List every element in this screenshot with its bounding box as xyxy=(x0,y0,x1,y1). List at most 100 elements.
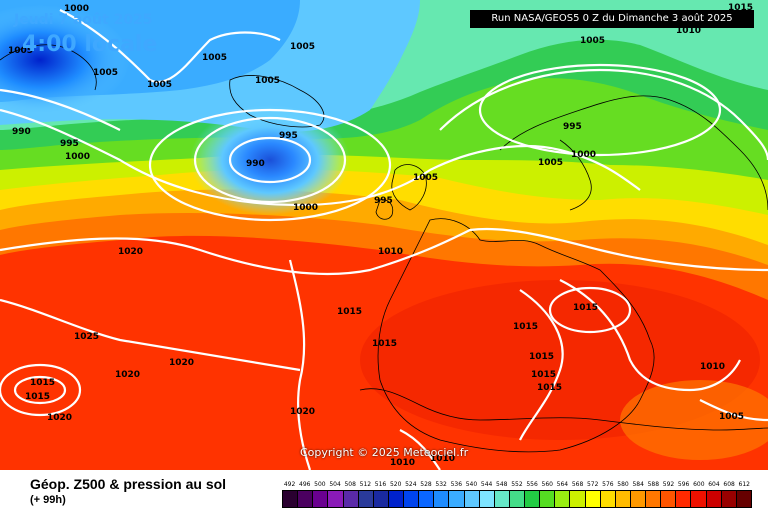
isobar-label: 1015 xyxy=(728,3,753,13)
isobar-label: 995 xyxy=(60,139,79,149)
legend-value: 560 xyxy=(541,481,553,488)
legend-value: 596 xyxy=(677,481,690,488)
legend-swatch xyxy=(706,491,722,507)
isobar-label: 1020 xyxy=(169,358,194,368)
legend-value: 552 xyxy=(511,481,523,488)
legend-swatch xyxy=(434,491,450,507)
legend-swatch xyxy=(509,491,525,507)
legend-value: 544 xyxy=(480,481,493,488)
legend-swatch xyxy=(358,491,374,507)
isobar-label: 1015 xyxy=(372,339,397,349)
isobar-label: 1010 xyxy=(676,26,701,36)
isobar-label: 1015 xyxy=(573,303,598,313)
legend-value: 608 xyxy=(723,481,735,488)
legend-value: 592 xyxy=(662,481,675,488)
legend-value: 536 xyxy=(450,481,463,488)
isobar-label: 1020 xyxy=(118,247,143,257)
legend-value: 520 xyxy=(389,481,402,488)
legend-value: 584 xyxy=(632,481,644,488)
legend-swatch xyxy=(479,491,495,507)
isobar-label: 1020 xyxy=(115,370,140,380)
legend-swatch xyxy=(404,491,420,507)
legend-value: 572 xyxy=(586,481,599,488)
isobar-label: 1005 xyxy=(413,173,438,183)
isobar-label: 1010 xyxy=(700,362,725,372)
legend-value: 508 xyxy=(344,481,356,488)
legend-value: 504 xyxy=(329,481,341,488)
isobars xyxy=(0,9,768,470)
legend-swatch xyxy=(419,491,435,507)
isobar-label: 1015 xyxy=(513,322,538,332)
isobar-label: 1005 xyxy=(580,36,605,46)
isobar-label: 1010 xyxy=(430,454,455,464)
forecast-time: 4:00 locale xyxy=(22,32,158,57)
isobar-label: 1005 xyxy=(538,158,563,168)
legend-swatch xyxy=(525,491,541,507)
legend-swatch xyxy=(570,491,586,507)
isobar-label: 1015 xyxy=(337,307,362,317)
legend-swatches xyxy=(282,490,752,508)
legend-swatch xyxy=(373,491,389,507)
legend-value: 600 xyxy=(693,481,705,488)
legend-swatch xyxy=(661,491,677,507)
legend-swatch xyxy=(313,491,329,507)
legend-value: 532 xyxy=(435,481,447,488)
legend-value: 588 xyxy=(647,481,660,488)
legend-value: 500 xyxy=(314,481,326,488)
isobar-label: 995 xyxy=(279,131,298,141)
legend-swatch xyxy=(555,491,571,507)
legend-value: 540 xyxy=(465,481,478,488)
coastlines xyxy=(0,44,768,453)
isobar-label: 1020 xyxy=(47,413,72,423)
legend-swatch xyxy=(283,491,299,507)
forecast-offset: (+ 99h) xyxy=(30,494,66,506)
legend-value: 564 xyxy=(556,481,569,488)
legend-swatch xyxy=(721,491,737,507)
isobar-label: 1010 xyxy=(390,458,415,468)
legend-swatch xyxy=(449,491,465,507)
legend-value: 576 xyxy=(602,481,614,488)
legend-labels: 492 496 500 504 508 512 516 520 524 528 532 536 540 5… xyxy=(282,480,752,490)
isobar-label: 990 xyxy=(12,127,31,137)
legend-swatch xyxy=(328,491,344,507)
isobar-labels: 1000 1005 1005 1005 1005 1005 1005 990 9… xyxy=(8,3,753,468)
legend-value: 604 xyxy=(708,481,720,488)
map-title: Géop. Z500 & pression au sol xyxy=(30,476,227,492)
isobar-label: 1025 xyxy=(74,332,99,342)
legend-swatch xyxy=(676,491,692,507)
isobar-label: 1005 xyxy=(202,53,227,63)
isobar-label: 1015 xyxy=(30,378,55,388)
forecast-date: Jeudi 7 août 2025 xyxy=(14,12,153,28)
legend-swatch xyxy=(298,491,314,507)
isobar-label: 1015 xyxy=(25,392,50,402)
legend-value: 556 xyxy=(526,481,538,488)
color-legend: 492 496 500 504 508 512 516 520 524 528 532 536 540 5… xyxy=(282,480,752,508)
legend-swatch xyxy=(646,491,662,507)
isobar-label: 995 xyxy=(563,122,582,132)
legend-value: 568 xyxy=(571,481,584,488)
legend-value: 512 xyxy=(359,481,372,488)
model-run-banner: Run NASA/GEOS5 0 Z du Dimanche 3 août 20… xyxy=(470,10,754,28)
legend-swatch xyxy=(343,491,359,507)
legend-value: 580 xyxy=(617,481,629,488)
legend-value: 548 xyxy=(496,481,508,488)
legend-swatch xyxy=(615,491,631,507)
legend-swatch xyxy=(464,491,480,507)
isobar-label: 1005 xyxy=(147,80,172,90)
legend-value: 496 xyxy=(299,481,311,488)
legend-value: 528 xyxy=(420,481,432,488)
legend-value: 524 xyxy=(405,481,417,488)
legend-value: 516 xyxy=(374,481,387,488)
isobar-label: 1005 xyxy=(719,412,744,422)
legend-swatch xyxy=(691,491,707,507)
weather-map: 1000 1005 1005 1005 1005 1005 1005 990 9… xyxy=(0,0,768,470)
isobar-label: 1015 xyxy=(537,383,562,393)
legend-swatch xyxy=(600,491,616,507)
isobar-label: 1020 xyxy=(290,407,315,417)
isobar-label: 1000 xyxy=(571,150,596,160)
legend-swatch xyxy=(540,491,556,507)
isobar-label: 1000 xyxy=(64,4,89,14)
isobar-label: 990 xyxy=(246,159,265,169)
legend-swatch xyxy=(630,491,646,507)
legend-swatch xyxy=(494,491,510,507)
